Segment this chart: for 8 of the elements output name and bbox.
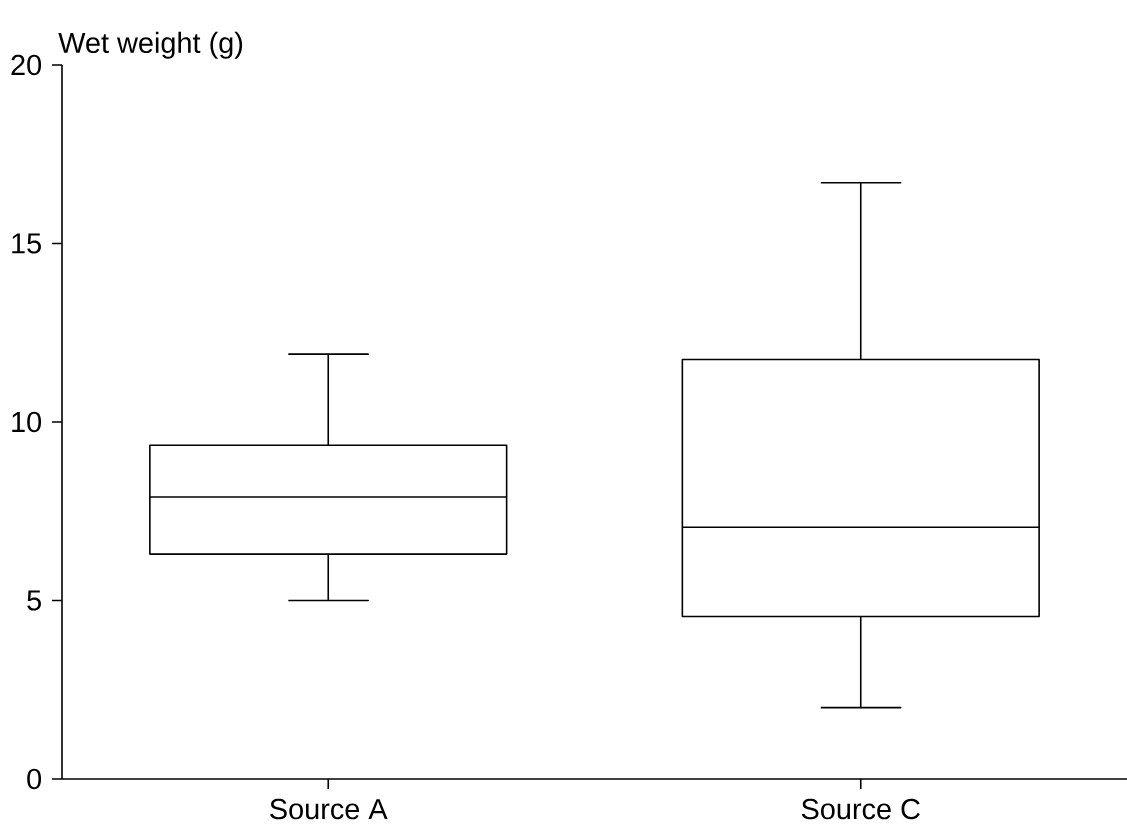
y-tick-label: 15 <box>12 233 41 254</box>
x-tick-label: Source C <box>801 798 920 820</box>
y-tick-label: 10 <box>12 411 42 433</box>
y-axis-title: Wet weight (g) <box>58 31 243 59</box>
y-tick-label: 5 <box>27 590 41 611</box>
y-tick-label: 0 <box>27 768 42 790</box>
y-tick-label: 20 <box>11 54 42 76</box>
x-tick-label: Source A <box>270 798 388 820</box>
